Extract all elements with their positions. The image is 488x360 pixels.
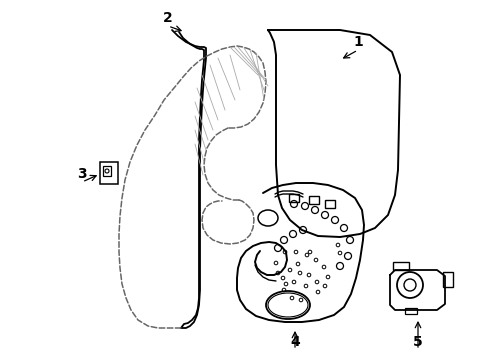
Bar: [325, 200, 334, 208]
Bar: [442, 272, 452, 287]
Bar: [103, 166, 111, 176]
Text: 4: 4: [289, 335, 299, 349]
Bar: [404, 308, 416, 314]
Text: 3: 3: [77, 167, 87, 181]
Bar: [100, 162, 118, 184]
Bar: [392, 262, 408, 270]
Text: 1: 1: [352, 35, 362, 49]
Bar: [308, 196, 318, 204]
Text: 5: 5: [412, 335, 422, 349]
Text: 2: 2: [163, 11, 173, 25]
Bar: [288, 194, 298, 202]
